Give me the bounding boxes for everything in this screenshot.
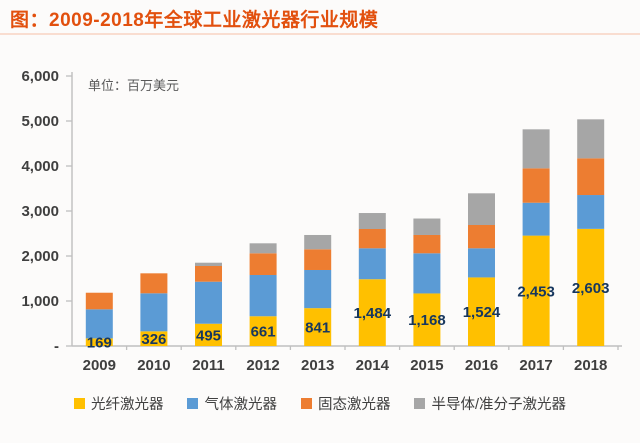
fiber-value-label-2009: 169 [87, 335, 112, 352]
legend-swatch-fiber-laser [73, 397, 85, 409]
fiber-value-label-2014: 1,484 [354, 305, 392, 322]
bar-segment-2010 [140, 273, 168, 294]
bar-segment-2014 [358, 213, 386, 229]
legend-item-semiconductor-excimer-laser: 半导体/准分子激光器 [414, 393, 566, 414]
fiber-value-label-2015: 1,168 [408, 312, 446, 329]
x-axis-label-2009: 2009 [83, 357, 116, 374]
x-axis-label-2015: 2015 [410, 357, 443, 374]
x-axis-label-2017: 2017 [519, 357, 552, 374]
bar-segment-2016 [468, 193, 495, 225]
fiber-value-label-2016: 1,524 [463, 304, 501, 321]
bar-segment-2018 [577, 228, 605, 346]
y-axis-tick-label: 6,000 [21, 68, 59, 85]
legend-swatch-solid-state-laser [300, 397, 312, 409]
legend-item-solid-state-laser: 固态激光器 [300, 393, 391, 414]
bar-segment-2009 [85, 292, 113, 310]
bar-segment-2009 [85, 338, 113, 346]
x-axis-label-2014: 2014 [356, 357, 390, 374]
bar-segment-2017 [522, 129, 550, 169]
bar-segment-2018 [577, 195, 605, 229]
bar-segment-2017 [522, 168, 550, 203]
fiber-value-label-2010: 326 [141, 331, 166, 348]
bar-segment-2010 [140, 293, 168, 332]
fiber-value-label-2013: 841 [305, 320, 330, 337]
bar-segment-2010 [140, 331, 168, 346]
bar-segment-2015 [413, 293, 441, 346]
bar-segment-2012 [249, 274, 277, 317]
legend-label-fiber-laser: 光纤激光器 [90, 396, 164, 413]
legend-swatch-semiconductor-excimer-laser [414, 397, 426, 409]
bar-segment-2011 [195, 323, 222, 346]
x-axis-label-2013: 2013 [301, 357, 334, 374]
x-axis-label-2016: 2016 [465, 357, 498, 374]
stacked-bar-chart: 单位：百万美元 6,000 5,000 4,000 3,000 2,000 1,000 - 16… [0, 36, 640, 391]
bar-segment-2012 [249, 253, 277, 275]
legend-label-semiconductor-excimer-laser: 半导体/准分子激光器 [431, 396, 567, 413]
bar-segment-2017 [522, 202, 550, 236]
chart-title: 图：2009-2018年全球工业激光器行业规模 [10, 10, 379, 31]
bar-segment-2018 [577, 119, 605, 159]
bar-segment-2014 [358, 229, 386, 249]
y-axis-tick-label: 4,000 [21, 158, 59, 175]
y-axis-tick-label: - [54, 338, 59, 355]
chart-canvas: 单位：百万美元 6,000 5,000 4,000 3,000 2,000 1,000 - 16… [21, 68, 622, 374]
legend-label-gas-laser: 气体激光器 [204, 396, 277, 413]
fiber-value-label-2012: 661 [251, 324, 276, 341]
bar-segment-2015 [413, 253, 441, 294]
x-axis-label-2011: 2011 [192, 357, 225, 374]
bar-segment-2016 [468, 224, 495, 249]
fiber-value-label-2017: 2,453 [517, 283, 555, 300]
y-axis-tick-label: 1,000 [21, 293, 59, 310]
legend-item-gas-laser: 气体激光器 [187, 393, 277, 414]
legend-item-fiber-laser: 光纤激光器 [73, 393, 164, 414]
legend-swatch-gas-laser [187, 397, 199, 409]
y-axis-tick-label: 3,000 [21, 203, 59, 220]
legend-label-solid-state-laser: 固态激光器 [317, 396, 391, 413]
bar-segment-2014 [358, 279, 386, 346]
bar-segment-2011 [195, 265, 222, 282]
bar-segment-2013 [304, 234, 332, 250]
y-axis-tick-label: 2,000 [21, 248, 59, 265]
unit-label: 单位：百万美元 [88, 78, 179, 93]
chart-legend: 光纤激光器 气体激光器 固态激光器 半导体/准分子激光器 [0, 390, 640, 416]
bar-segment-2013 [304, 249, 332, 270]
bar-segment-2012 [249, 316, 277, 346]
bar-segment-2013 [304, 308, 332, 346]
bar-segment-2016 [468, 248, 495, 278]
bar-segment-2016 [468, 277, 495, 346]
x-axis-label-2018: 2018 [574, 357, 607, 374]
bar-segment-2012 [249, 243, 277, 254]
bar-segment-2018 [577, 158, 605, 196]
bar-segment-2015 [413, 218, 441, 235]
title-divider [0, 33, 640, 35]
y-axis-tick-label: 5,000 [21, 113, 59, 130]
fiber-value-label-2018: 2,603 [572, 280, 610, 297]
bar-segment-2009 [85, 309, 113, 339]
bar-segment-2015 [413, 234, 441, 254]
fiber-value-label-2011: 495 [196, 327, 221, 344]
x-axis-label-2010: 2010 [137, 357, 170, 374]
bar-segment-2013 [304, 269, 332, 309]
bar-segment-2017 [522, 235, 550, 346]
bar-segment-2011 [195, 281, 222, 324]
bar-segment-2014 [358, 248, 386, 280]
x-axis-label-2012: 2012 [246, 357, 279, 374]
bar-segment-2011 [195, 262, 222, 266]
